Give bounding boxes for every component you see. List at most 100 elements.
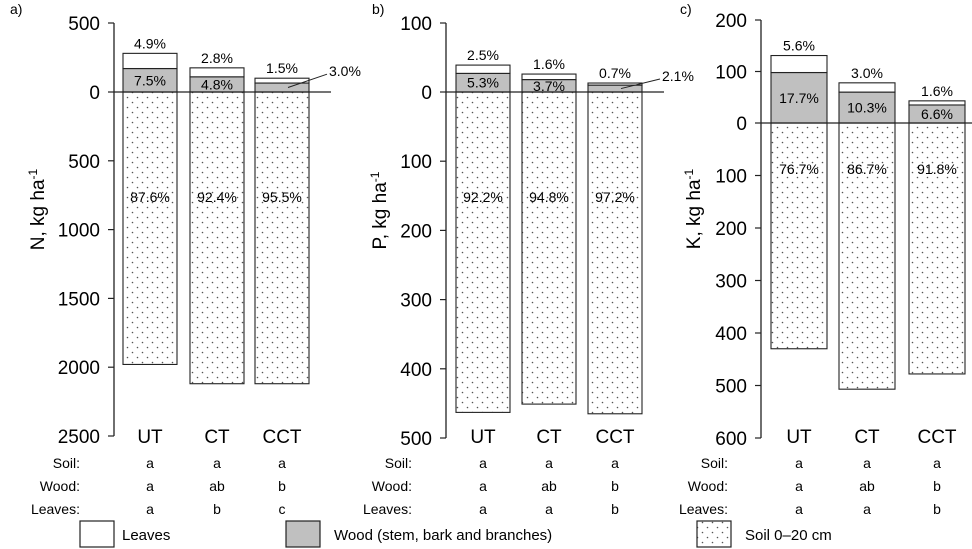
legend-label-soil: Soil 0–20 cm — [745, 527, 832, 544]
significance-row-label: Soil: — [385, 455, 412, 471]
label-soil-cct: 91.8% — [917, 161, 957, 177]
bar-soil-cct — [908, 122, 966, 375]
bar-soil-ct — [189, 91, 245, 385]
x-category-label: CCT — [917, 427, 956, 448]
y-axis-label: K, kg ha-1 — [682, 168, 705, 249]
y-tick-label: 500 — [68, 14, 100, 35]
label-soil-ct: 92.4% — [197, 189, 237, 205]
bar-leaves-ct — [838, 82, 896, 93]
significance-row-label: Leaves: — [363, 501, 412, 517]
y-tick-label: 100 — [400, 152, 432, 173]
label-leaves-cct: 0.7% — [599, 65, 631, 81]
label-wood-ct: 4.8% — [201, 76, 233, 92]
label-soil-cct: 97.2% — [595, 189, 635, 205]
bar-wood-cct — [254, 82, 310, 93]
y-tick-label: 500 — [715, 377, 747, 398]
label-wood-cct: 6.6% — [921, 106, 953, 122]
bar-wood-ct — [838, 91, 896, 124]
significance-row-label: Soil: — [701, 455, 728, 471]
significance-letter: b — [611, 478, 619, 494]
label-wood-ct: 3.7% — [533, 78, 565, 94]
label-wood-cct: 3.0% — [329, 63, 361, 79]
label-soil-cct: 95.5% — [262, 189, 302, 205]
significance-letter: a — [146, 501, 154, 517]
x-category-label: CCT — [262, 427, 301, 448]
y-tick-label: 400 — [400, 360, 432, 381]
bar-soil-ct — [838, 122, 896, 390]
significance-letter: ab — [859, 478, 875, 494]
legend: Leaves Wood (stem, bark and branches) Soil… — [79, 520, 832, 548]
significance-letter: a — [863, 455, 871, 471]
legend-label-leaves: Leaves — [122, 527, 170, 544]
label-leaves-ct: 1.6% — [533, 56, 565, 72]
y-tick-label: 500 — [400, 429, 432, 450]
bar-soil-ut — [122, 91, 178, 365]
significance-letter: a — [795, 478, 803, 494]
bar-leaves-ut — [455, 64, 511, 74]
y-tick-label: 1500 — [58, 289, 100, 310]
significance-letter: ab — [209, 478, 225, 494]
bar-soil-ct — [521, 91, 577, 405]
y-tick-label: 500 — [68, 152, 100, 173]
significance-letter: a — [863, 501, 871, 517]
chart-panel-3: c) 0 100 200 100 200 300 400 500 600 K, kg ha-1 76.… — [679, 1, 972, 517]
label-wood-cct: 2.1% — [662, 68, 694, 84]
chart-panel-2: b) 0 100 100 200 300 400 500 P, kg ha-1 92.2% 2.5%… — [363, 1, 694, 517]
panel-label: c) — [680, 1, 692, 17]
bar-leaves-cct — [908, 100, 966, 106]
y-tick-label: 2000 — [58, 358, 100, 379]
significance-row-label: Soil: — [53, 455, 80, 471]
bar-leaves-ct — [521, 73, 577, 81]
x-category-label: UT — [137, 427, 163, 448]
legend-swatch-wood — [285, 520, 321, 548]
legend-label-wood: Wood (stem, bark and branches) — [334, 527, 552, 544]
significance-row-label: Leaves: — [31, 501, 80, 517]
bar-leaves-ut — [770, 54, 828, 74]
label-wood-ct: 10.3% — [847, 100, 887, 116]
bar-leaves-ct — [189, 67, 245, 78]
label-wood-ut: 7.5% — [134, 72, 166, 88]
significance-letter: c — [279, 501, 286, 517]
label-leaves-ct: 2.8% — [201, 50, 233, 66]
significance-row-label: Wood: — [40, 478, 80, 494]
significance-letter: a — [479, 478, 487, 494]
significance-letter: a — [146, 455, 154, 471]
label-wood-ut: 17.7% — [779, 90, 819, 106]
y-tick-label: 100 — [400, 14, 432, 35]
bar-leaves-ut — [122, 52, 178, 70]
significance-row-label: Wood: — [372, 478, 412, 494]
significance-row-label: Wood: — [688, 478, 728, 494]
significance-letter: a — [213, 455, 221, 471]
y-tick-label: 2500 — [58, 427, 100, 448]
significance-row-label: Leaves: — [679, 501, 728, 517]
legend-swatch-soil — [696, 520, 732, 548]
bar-wood-ut — [770, 71, 828, 124]
y-tick-label: 1000 — [58, 221, 100, 242]
y-tick-label: 400 — [715, 324, 747, 345]
significance-letter: a — [795, 501, 803, 517]
bar-wood-cct — [587, 84, 643, 93]
label-soil-ct: 94.8% — [529, 189, 569, 205]
leader-line — [287, 73, 328, 88]
significance-letter: a — [146, 478, 154, 494]
label-leaves-ut: 2.5% — [467, 47, 499, 63]
x-category-label: CT — [854, 427, 880, 448]
y-tick-label: 200 — [400, 221, 432, 242]
significance-letter: a — [795, 455, 803, 471]
y-axis-label: N, kg ha-1 — [26, 168, 49, 250]
panel-label: a) — [10, 1, 22, 17]
bar-soil-ut — [770, 122, 828, 350]
label-soil-ut: 92.2% — [463, 189, 503, 205]
x-category-label: UT — [470, 427, 496, 448]
y-tick-label: 300 — [715, 272, 747, 293]
significance-letter: a — [278, 455, 286, 471]
label-wood-ut: 5.3% — [467, 75, 499, 91]
significance-letter: a — [479, 501, 487, 517]
y-tick-label: 200 — [715, 219, 747, 240]
significance-letter: b — [278, 478, 286, 494]
label-leaves-cct: 1.5% — [266, 60, 298, 76]
label-soil-ut: 87.6% — [130, 189, 170, 205]
y-tick-label: 600 — [715, 429, 747, 450]
significance-letter: b — [611, 501, 619, 517]
